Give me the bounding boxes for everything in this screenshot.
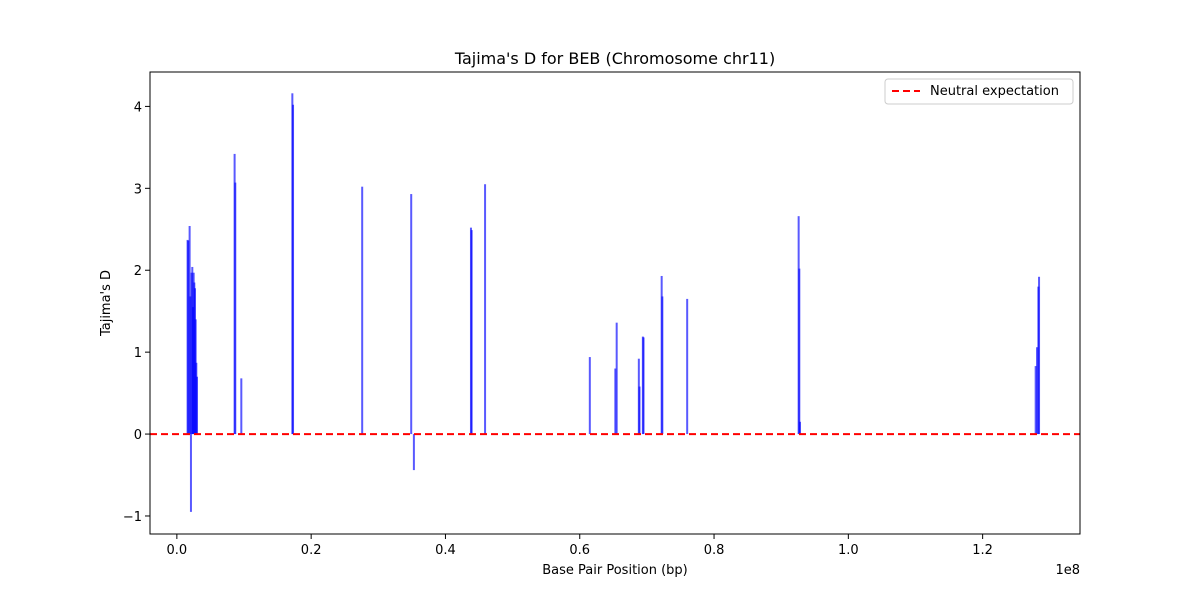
data-bar	[234, 182, 237, 435]
y-axis-ticks: −1 0 1 2 3 4	[123, 100, 150, 525]
data-bar	[410, 194, 413, 435]
data-bar	[470, 230, 473, 435]
y-tick-label: 2	[134, 264, 142, 279]
data-bar	[196, 376, 198, 435]
legend-label-neutral-expectation: Neutral expectation	[930, 84, 1059, 99]
y-tick-label: −1	[123, 510, 142, 525]
data-bar	[614, 368, 617, 435]
data-bar	[661, 296, 664, 435]
x-tick-label: 0.4	[435, 543, 456, 558]
chart-title: Tajima's D for BEB (Chromosome chr11)	[454, 49, 775, 68]
y-axis-label: Tajima's D	[99, 270, 114, 337]
legend-box	[884, 78, 1074, 105]
data-bar	[189, 434, 192, 512]
data-bar	[1036, 347, 1039, 435]
x-tick-label: 0.0	[167, 543, 188, 558]
data-bar	[798, 268, 801, 435]
data-bar	[189, 296, 192, 435]
x-tick-label: 0.2	[301, 543, 322, 558]
x-axis-scale-label: 1e8	[1055, 563, 1080, 578]
data-bar	[412, 434, 415, 471]
data-bar	[240, 378, 243, 435]
data-bar	[615, 322, 618, 435]
bars-group	[186, 93, 1041, 512]
data-bar	[638, 386, 641, 435]
plot-frame	[149, 71, 1081, 535]
data-bar	[1034, 366, 1037, 435]
data-bar	[642, 337, 645, 435]
data-bar	[361, 186, 364, 435]
legend: Neutral expectation	[884, 78, 1074, 105]
y-tick-label: 0	[134, 428, 142, 443]
data-bar	[686, 298, 689, 435]
x-axis-label: Base Pair Position (bp)	[542, 563, 688, 578]
x-tick-label: 1.2	[972, 543, 993, 558]
x-tick-label: 1.0	[838, 543, 859, 558]
y-tick-label: 4	[134, 100, 142, 115]
y-tick-label: 1	[134, 346, 142, 361]
data-bar	[292, 104, 295, 435]
x-tick-label: 0.8	[704, 543, 725, 558]
x-tick-label: 0.6	[569, 543, 590, 558]
data-bar	[484, 184, 487, 435]
x-axis-ticks: 0.0 0.2 0.4 0.6 0.8 1.0 1.2	[167, 534, 993, 558]
y-tick-label: 3	[134, 182, 142, 197]
data-bar	[187, 240, 190, 435]
data-bar	[588, 357, 591, 435]
data-bar	[1038, 276, 1041, 435]
data-bar	[798, 421, 801, 435]
